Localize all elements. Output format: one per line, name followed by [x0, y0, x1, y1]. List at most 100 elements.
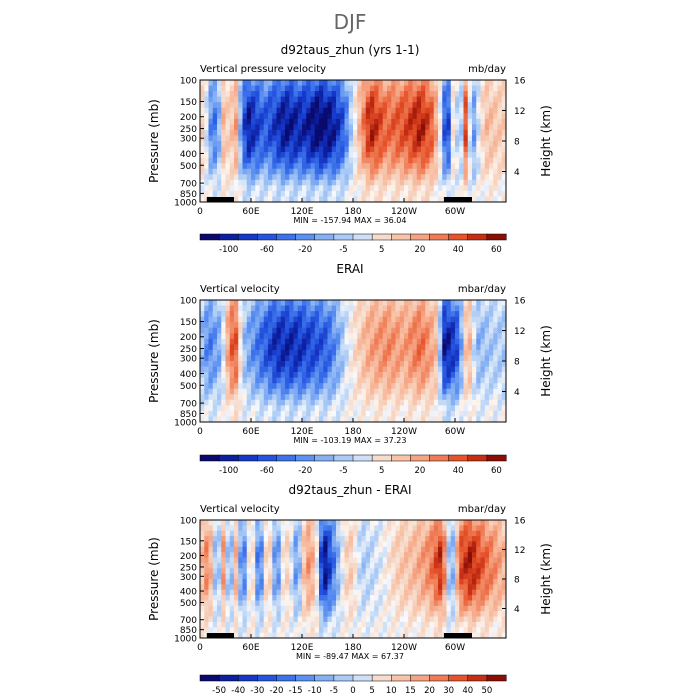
- heatmap-cell: [204, 91, 209, 98]
- heatmap-cell: [408, 600, 413, 607]
- heatmap-cell: [268, 311, 273, 318]
- heatmap-cell: [484, 611, 490, 617]
- heatmap-cell: [412, 129, 418, 136]
- heatmap-cell: [472, 129, 477, 136]
- heatmap-cell: [276, 190, 282, 197]
- heatmap-cell: [484, 372, 490, 379]
- heatmap-cell: [416, 146, 422, 153]
- heatmap-cell: [429, 552, 435, 558]
- heatmap-cell: [429, 595, 435, 601]
- heatmap-cell: [459, 300, 464, 306]
- heatmap-cell: [297, 333, 303, 340]
- heatmap-cell: [450, 573, 456, 580]
- heatmap-cell: [221, 305, 226, 312]
- heatmap-cell: [268, 552, 273, 558]
- heatmap-cell: [374, 372, 379, 379]
- heatmap-cell: [442, 163, 447, 170]
- heatmap-cell: [246, 552, 252, 558]
- heatmap-cell: [217, 605, 222, 612]
- heatmap-cell: [489, 621, 494, 628]
- heatmap-cell: [442, 520, 447, 526]
- heatmap-cell: [242, 349, 248, 356]
- heatmap-cell: [348, 349, 354, 356]
- heatmap-cell: [416, 118, 422, 125]
- heatmap-cell: [331, 589, 337, 596]
- heatmap-cell: [378, 405, 384, 412]
- heatmap-cell: [259, 621, 265, 628]
- heatmap-cell: [263, 129, 269, 136]
- heatmap-cell: [297, 118, 303, 125]
- heatmap-cell: [225, 579, 231, 585]
- heatmap-cell: [374, 124, 379, 131]
- heatmap-cell: [327, 168, 333, 175]
- heatmap-cell: [353, 372, 358, 379]
- heatmap-cell: [251, 600, 256, 607]
- heatmap-cell: [497, 416, 503, 423]
- heatmap-cell: [212, 616, 218, 623]
- heatmap-cell: [217, 107, 222, 114]
- heatmap-cell: [246, 316, 252, 323]
- heatmap-cell: [378, 311, 384, 318]
- heatmap-cell: [395, 107, 401, 114]
- heatmap-cell: [280, 163, 286, 170]
- heatmap-cell: [255, 552, 260, 558]
- heatmap-cell: [238, 611, 243, 617]
- heatmap-cell: [348, 113, 354, 120]
- heatmap-cell: [302, 344, 307, 351]
- heatmap-cell: [357, 107, 362, 114]
- heatmap-cell: [493, 327, 498, 334]
- heatmap-cell: [497, 174, 503, 181]
- heatmap-cell: [327, 405, 333, 412]
- heatmap-cell: [455, 344, 460, 351]
- heatmap-cell: [229, 568, 235, 575]
- heatmap-cell: [323, 600, 328, 607]
- heatmap-cell: [365, 163, 371, 170]
- heatmap-cell: [404, 536, 409, 542]
- heatmap-cell: [217, 152, 222, 159]
- heatmap-cell: [272, 91, 277, 98]
- heatmap-cell: [276, 91, 282, 98]
- heatmap-cell: [374, 185, 379, 192]
- heatmap-cell: [310, 157, 316, 164]
- heatmap-cell: [297, 605, 303, 612]
- heatmap-cell: [319, 355, 324, 362]
- heatmap-cell: [472, 520, 477, 526]
- heatmap-cell: [289, 388, 294, 395]
- heatmap-cell: [255, 399, 260, 406]
- heatmap-cell: [340, 632, 345, 639]
- y-right-tick-label: 4: [514, 388, 520, 398]
- heatmap-cell: [382, 107, 388, 114]
- heatmap-cell: [204, 124, 209, 131]
- heatmap-cell: [238, 96, 243, 103]
- heatmap-cell: [370, 611, 375, 617]
- heatmap-cell: [268, 600, 273, 607]
- heatmap-cell: [310, 85, 316, 92]
- heatmap-cell: [327, 129, 333, 136]
- heatmap-cell: [225, 525, 231, 532]
- heatmap-cell: [450, 141, 456, 147]
- heatmap-cell: [421, 118, 426, 125]
- heatmap-cell: [204, 152, 209, 159]
- heatmap-cell: [319, 185, 324, 192]
- heatmap-cell: [374, 174, 379, 181]
- heatmap-cell: [251, 361, 256, 367]
- heatmap-cell: [246, 388, 252, 395]
- heatmap-cell: [412, 157, 418, 164]
- heatmap-cell: [217, 536, 222, 542]
- heatmap-cell: [467, 536, 473, 542]
- heatmap-cell: [344, 399, 350, 406]
- heatmap-cell: [289, 344, 294, 351]
- min-max-stats: MIN = -89.47 MAX = 67.37: [296, 652, 404, 661]
- heatmap-cell: [268, 146, 273, 153]
- heatmap-cell: [404, 611, 409, 617]
- heatmap-cell: [361, 118, 367, 125]
- heatmap-cell: [497, 311, 503, 318]
- heatmap-cell: [285, 157, 290, 164]
- heatmap-cell: [374, 546, 379, 553]
- heatmap-cell: [387, 152, 392, 159]
- heatmap-cell: [336, 584, 341, 591]
- heatmap-cell: [280, 627, 286, 634]
- heatmap-cell: [221, 579, 226, 585]
- heatmap-cell: [263, 344, 269, 351]
- heatmap-cell: [382, 366, 388, 373]
